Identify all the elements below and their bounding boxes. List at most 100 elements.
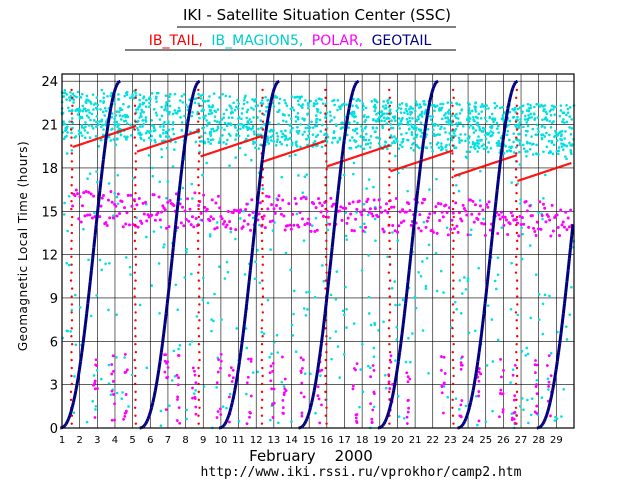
polar-point [388, 387, 392, 390]
magion5-point [352, 172, 355, 176]
polar-point [508, 222, 512, 226]
ib-tail-point [70, 231, 74, 235]
magion5-point [478, 199, 482, 202]
legend: IB_TAIL, IB_MAGION5, POLAR, GEOTAIL [149, 33, 432, 49]
ib-tail-point [516, 303, 519, 306]
polar-point [124, 370, 128, 374]
polar-point [546, 215, 550, 219]
polar-point [549, 234, 553, 238]
magion5-point [244, 153, 247, 157]
series-ib-tail [69, 88, 572, 425]
magion5-point [99, 99, 102, 103]
polar-point [544, 220, 548, 224]
geotail-segment [146, 414, 151, 420]
magion5-point [464, 139, 467, 143]
polar-point [229, 366, 233, 369]
polar-point [497, 213, 501, 217]
magion5-point [566, 107, 570, 111]
polar-point [140, 221, 144, 225]
magion5-point [467, 141, 471, 144]
magion5-point [557, 152, 560, 156]
ib-tail-point [324, 128, 328, 131]
magion5-point [415, 133, 419, 137]
magion5-point [168, 110, 171, 114]
magion5-point [345, 308, 348, 311]
magion5-point [506, 129, 510, 133]
magion5-point [336, 141, 339, 144]
polar-point [194, 216, 198, 220]
polar-point [111, 380, 115, 383]
magion5-point [487, 150, 490, 154]
magion5-point [200, 135, 203, 138]
geotail-segment [174, 212, 179, 225]
magion5-point [127, 405, 130, 408]
polar-point [539, 227, 543, 231]
polar-point [106, 198, 110, 202]
magion5-point [381, 112, 385, 116]
geotail-segment [246, 281, 251, 293]
polar-point [123, 415, 127, 418]
magion5-point [225, 260, 229, 264]
polar-point [177, 376, 180, 380]
ib-tail-point [516, 335, 519, 338]
geotail-segment [87, 281, 92, 293]
magion5-point [275, 140, 279, 144]
ib-tail-point [134, 350, 138, 354]
magion5-point [472, 115, 475, 119]
magion5-point [259, 119, 263, 122]
geotail-segment [235, 369, 240, 378]
ib-tail-point [324, 255, 328, 258]
magion5-point [107, 363, 111, 367]
polar-point [355, 207, 359, 211]
geotail-segment [67, 414, 72, 420]
magion5-point [361, 390, 365, 394]
magion5-point [254, 104, 258, 108]
magion5-point [78, 95, 82, 99]
geotail-segment [155, 376, 160, 385]
magion5-point [234, 156, 238, 159]
magion5-point [392, 139, 396, 143]
ib-tail-point [197, 335, 201, 338]
geotail-segment [275, 80, 280, 85]
polar-point [319, 210, 323, 214]
magion5-point [399, 143, 402, 147]
magion5-point [401, 298, 405, 302]
magion5-point [466, 137, 470, 140]
geotail-segment [181, 149, 186, 160]
ib-tail-point [134, 152, 137, 155]
magion5-point [526, 117, 529, 121]
ib-tail-point [197, 295, 201, 298]
geotail-segment [341, 140, 346, 150]
polar-point [501, 408, 505, 411]
ib-tail-point [198, 287, 201, 290]
polar-point [501, 215, 505, 219]
geotail-segment [257, 179, 262, 191]
magion5-point [532, 142, 535, 146]
magion5-point [481, 130, 485, 133]
magion5-point [475, 141, 479, 145]
geotail-segment [543, 414, 548, 420]
polar-point [299, 369, 303, 373]
magion5-point [511, 368, 515, 371]
magion5-point [474, 101, 478, 104]
ib-tail-point [325, 422, 328, 425]
y-tick-label: 24 [41, 75, 58, 90]
geotail-segment [62, 424, 67, 428]
ib-tail-point [70, 152, 74, 155]
geotail-segment [420, 140, 426, 150]
magion5-point [248, 118, 252, 121]
polar-point [535, 220, 539, 224]
magion5-point [565, 338, 569, 341]
magion5-point [508, 110, 512, 114]
magion5-point [296, 116, 300, 119]
ib-tail-point [388, 311, 392, 314]
geotail-segment [111, 91, 116, 98]
magion5-point [394, 154, 397, 158]
magion5-point [288, 154, 291, 158]
magion5-point [362, 138, 366, 142]
ib-tail-point [451, 382, 455, 386]
geotail-segment [484, 281, 489, 293]
polar-point [121, 225, 125, 229]
magion5-point [390, 286, 394, 290]
